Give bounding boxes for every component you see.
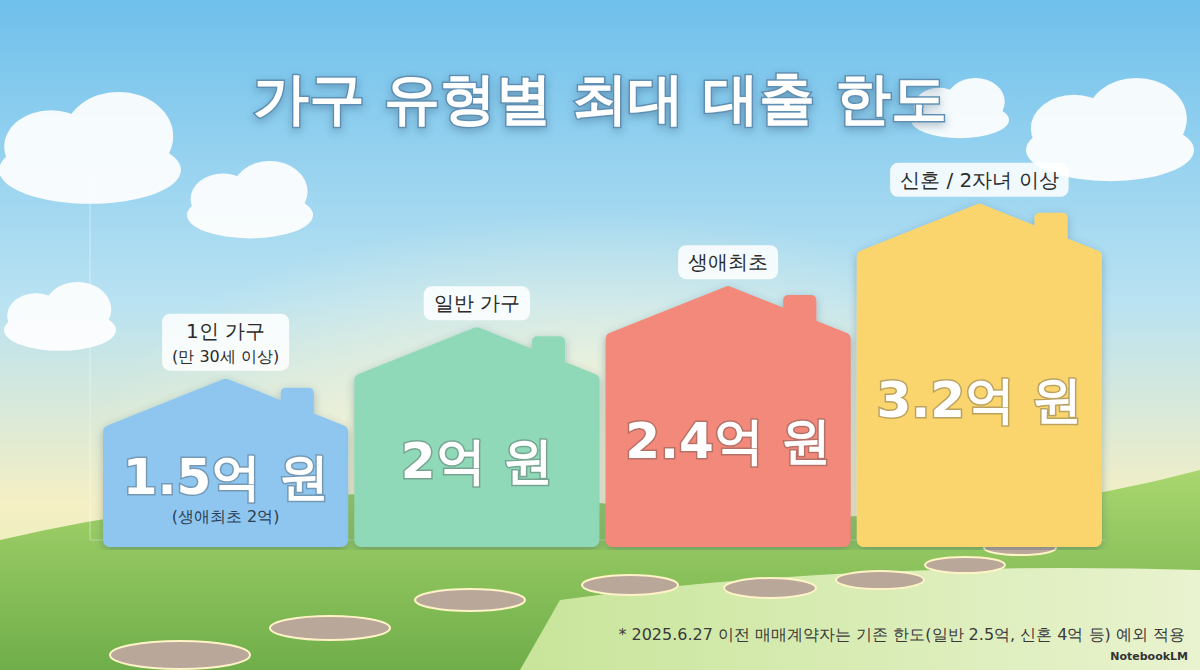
house-body xyxy=(361,334,592,540)
cloud xyxy=(187,161,313,238)
label-patch xyxy=(424,286,530,320)
house-body xyxy=(864,211,1095,540)
bars xyxy=(110,211,1095,540)
stone xyxy=(836,571,924,589)
stone xyxy=(925,557,1005,573)
house-body xyxy=(613,293,844,540)
stone xyxy=(270,616,390,640)
house xyxy=(110,386,341,540)
data-label: 1.5억 원 xyxy=(123,448,329,506)
category: 신혼 / 2자녀 이상 xyxy=(900,168,1059,192)
labels: 1.5억 원(생애최초 2억) 1인 가구 (만 30세 이상) 2억 원 일반 가구 2… xyxy=(123,163,1083,526)
category: 1인 가구 xyxy=(186,319,265,343)
title: 가구 유형별 최대 대출 한도 xyxy=(253,66,947,131)
cloud xyxy=(4,282,116,351)
stone xyxy=(110,641,250,669)
value-note: (생애최초 2억) xyxy=(172,507,280,526)
category-label: 1인 가구 (만 30세 이상) xyxy=(162,314,289,371)
data-label: 3.2억 원 xyxy=(876,371,1082,429)
category-subtitle: (만 30세 이상) xyxy=(172,347,279,366)
data-label: 2.4억 원 xyxy=(625,412,831,470)
house xyxy=(864,211,1095,540)
category: 일반 가구 xyxy=(434,291,520,315)
category: 생애최초 xyxy=(688,250,768,274)
hill-light xyxy=(520,568,1200,670)
watermark: NotebookLM xyxy=(1110,650,1188,663)
chart: 가구 유형별 최대 대출 한도 1.5억 원(생애최초 2억) 1인 가구 (만 30… xyxy=(0,0,1200,670)
category-label: 생애최초 xyxy=(678,245,778,279)
label-patch xyxy=(678,245,778,279)
house-body xyxy=(110,386,341,540)
house xyxy=(361,334,592,540)
house xyxy=(613,293,844,540)
category-label: 신혼 / 2자녀 이상 xyxy=(890,163,1069,197)
stone xyxy=(415,589,525,611)
value-axis xyxy=(90,180,91,540)
stone xyxy=(724,578,816,598)
data-label: 2억 원 xyxy=(401,432,553,490)
footnote: * 2025.6.27 이전 매매계약자는 기존 한도(일반 2.5억, 신혼 … xyxy=(618,625,1185,644)
label-patch xyxy=(162,314,289,371)
stone xyxy=(582,575,678,595)
label-patch xyxy=(890,163,1069,197)
category-label: 일반 가구 xyxy=(424,286,530,320)
